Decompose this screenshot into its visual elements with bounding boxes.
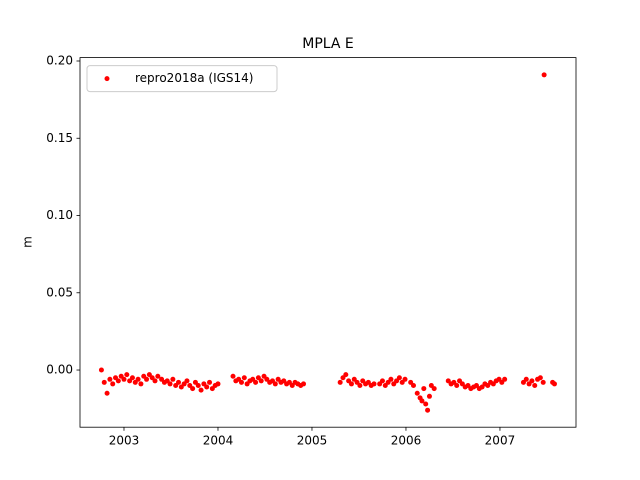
data-point xyxy=(230,373,236,379)
data-point xyxy=(357,382,363,388)
legend-marker xyxy=(104,76,110,82)
y-tick-label: 0.05 xyxy=(46,285,73,299)
data-point xyxy=(135,376,141,382)
data-point xyxy=(410,382,416,388)
y-tick-label: 0.10 xyxy=(46,208,73,222)
data-point xyxy=(176,379,182,385)
plot-frame xyxy=(79,57,577,428)
data-point xyxy=(241,375,247,381)
data-point xyxy=(155,373,161,379)
data-point xyxy=(551,381,557,387)
data-point xyxy=(110,381,116,387)
x-tick-label: 2004 xyxy=(203,434,234,448)
x-tick-label: 2003 xyxy=(109,434,140,448)
data-point xyxy=(138,381,144,387)
data-point xyxy=(379,378,385,384)
data-point xyxy=(184,378,190,384)
data-point xyxy=(421,386,427,392)
data-point xyxy=(144,376,150,382)
x-tick-label: 2007 xyxy=(485,434,516,448)
data-point xyxy=(388,376,394,382)
data-point xyxy=(253,379,259,385)
data-point xyxy=(431,386,437,392)
data-point xyxy=(121,376,127,382)
y-tick-label: 0.15 xyxy=(46,131,73,145)
data-point xyxy=(426,393,432,399)
data-point xyxy=(532,382,538,388)
data-point xyxy=(104,390,110,396)
data-point xyxy=(98,367,104,373)
data-point xyxy=(454,382,460,388)
data-point xyxy=(414,390,420,396)
data-point xyxy=(419,398,425,404)
data-point xyxy=(402,376,408,382)
data-point xyxy=(537,375,543,381)
data-point xyxy=(301,381,307,387)
data-point xyxy=(523,376,529,382)
data-point xyxy=(529,378,535,384)
data-point xyxy=(190,386,196,392)
x-tick-label: 2005 xyxy=(297,434,328,448)
data-point xyxy=(423,401,429,407)
data-point xyxy=(258,378,264,384)
data-point xyxy=(167,381,173,387)
legend-box xyxy=(86,65,278,93)
data-point xyxy=(425,407,431,413)
data-point xyxy=(101,379,107,385)
y-tick-label: 0.20 xyxy=(46,53,73,67)
chart-title: MPLA E xyxy=(302,36,354,52)
data-point xyxy=(129,375,135,381)
data-point xyxy=(502,376,508,382)
data-point xyxy=(541,72,547,78)
y-axis-label: m xyxy=(21,236,35,248)
y-tick-label: 0.00 xyxy=(46,363,73,377)
data-point xyxy=(371,381,377,387)
data-point xyxy=(238,379,244,385)
data-point xyxy=(207,379,213,385)
data-point xyxy=(215,381,221,387)
data-point xyxy=(195,382,201,388)
legend-label: repro2018a (IGS14) xyxy=(135,71,253,85)
data-point xyxy=(198,387,204,393)
data-point xyxy=(124,372,130,378)
data-point xyxy=(107,376,113,382)
x-tick-label: 2006 xyxy=(391,434,422,448)
data-point xyxy=(204,384,210,390)
data-point xyxy=(396,375,402,381)
data-point xyxy=(348,381,354,387)
data-point xyxy=(170,376,176,382)
data-point xyxy=(343,372,349,378)
data-point xyxy=(115,378,121,384)
data-point xyxy=(272,381,278,387)
data-point xyxy=(540,379,546,385)
data-point xyxy=(337,379,343,385)
data-point xyxy=(152,378,158,384)
